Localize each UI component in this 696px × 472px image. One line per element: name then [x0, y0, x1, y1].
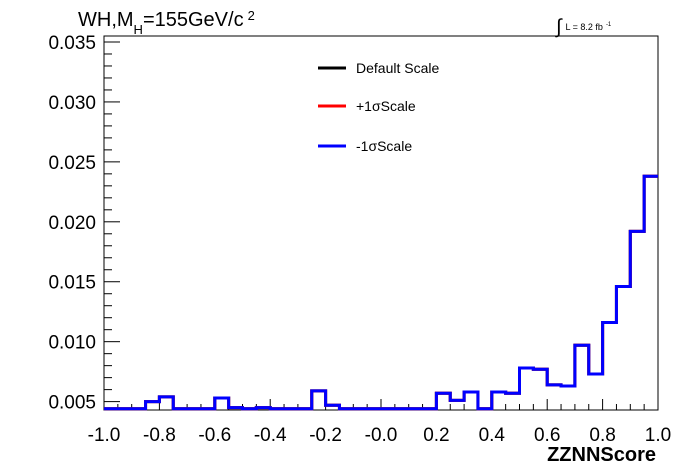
- integral-sign: ∫: [555, 16, 563, 38]
- histogram-series: [104, 174, 658, 411]
- x-tick-label: 0.8: [589, 425, 615, 446]
- legend: Default Scale +1σScale -1σScale: [318, 60, 439, 154]
- legend-label: -1σScale: [356, 138, 412, 154]
- x-tick-label: -0.8: [143, 425, 176, 446]
- x-tick-label: -0.6: [198, 425, 231, 446]
- y-tick-label: 0.025: [48, 153, 96, 174]
- x-tick-label: -0.0: [365, 425, 398, 446]
- x-tick-label: 0.6: [534, 425, 560, 446]
- y-tick-label: 0.035: [48, 33, 96, 54]
- legend-label: +1σScale: [356, 98, 416, 114]
- x-axis-label: ZZNNScore: [547, 444, 656, 466]
- x-tick-label: 0.4: [479, 425, 506, 446]
- x-tick-label: -0.4: [254, 425, 287, 446]
- y-tick-label: 0.030: [48, 93, 96, 114]
- chart-title: WH,MH=155GeV/c 2: [78, 8, 255, 37]
- x-tick-label: -1.0: [88, 425, 121, 446]
- luminosity-label: ∫ L = 8.2 fb -1: [555, 16, 612, 38]
- x-tick-label: -0.2: [309, 425, 342, 446]
- histogram-line-2: [104, 174, 658, 411]
- y-tick-label: 0.010: [48, 333, 96, 354]
- y-axis: 0.005 0.010 0.015 0.020 0.025 0.030 0.035: [48, 33, 120, 414]
- x-axis: -1.0 -0.8 -0.6 -0.4 -0.2 -0.0 0.2 0.4 0.6 0.8 1.0: [88, 399, 671, 446]
- y-tick-label: 0.020: [48, 213, 96, 234]
- y-tick-label: 0.005: [48, 393, 96, 414]
- legend-label: Default Scale: [356, 60, 439, 76]
- x-tick-label: 1.0: [645, 425, 671, 446]
- x-tick-label: 0.2: [423, 425, 449, 446]
- y-tick-label: 0.015: [48, 273, 96, 294]
